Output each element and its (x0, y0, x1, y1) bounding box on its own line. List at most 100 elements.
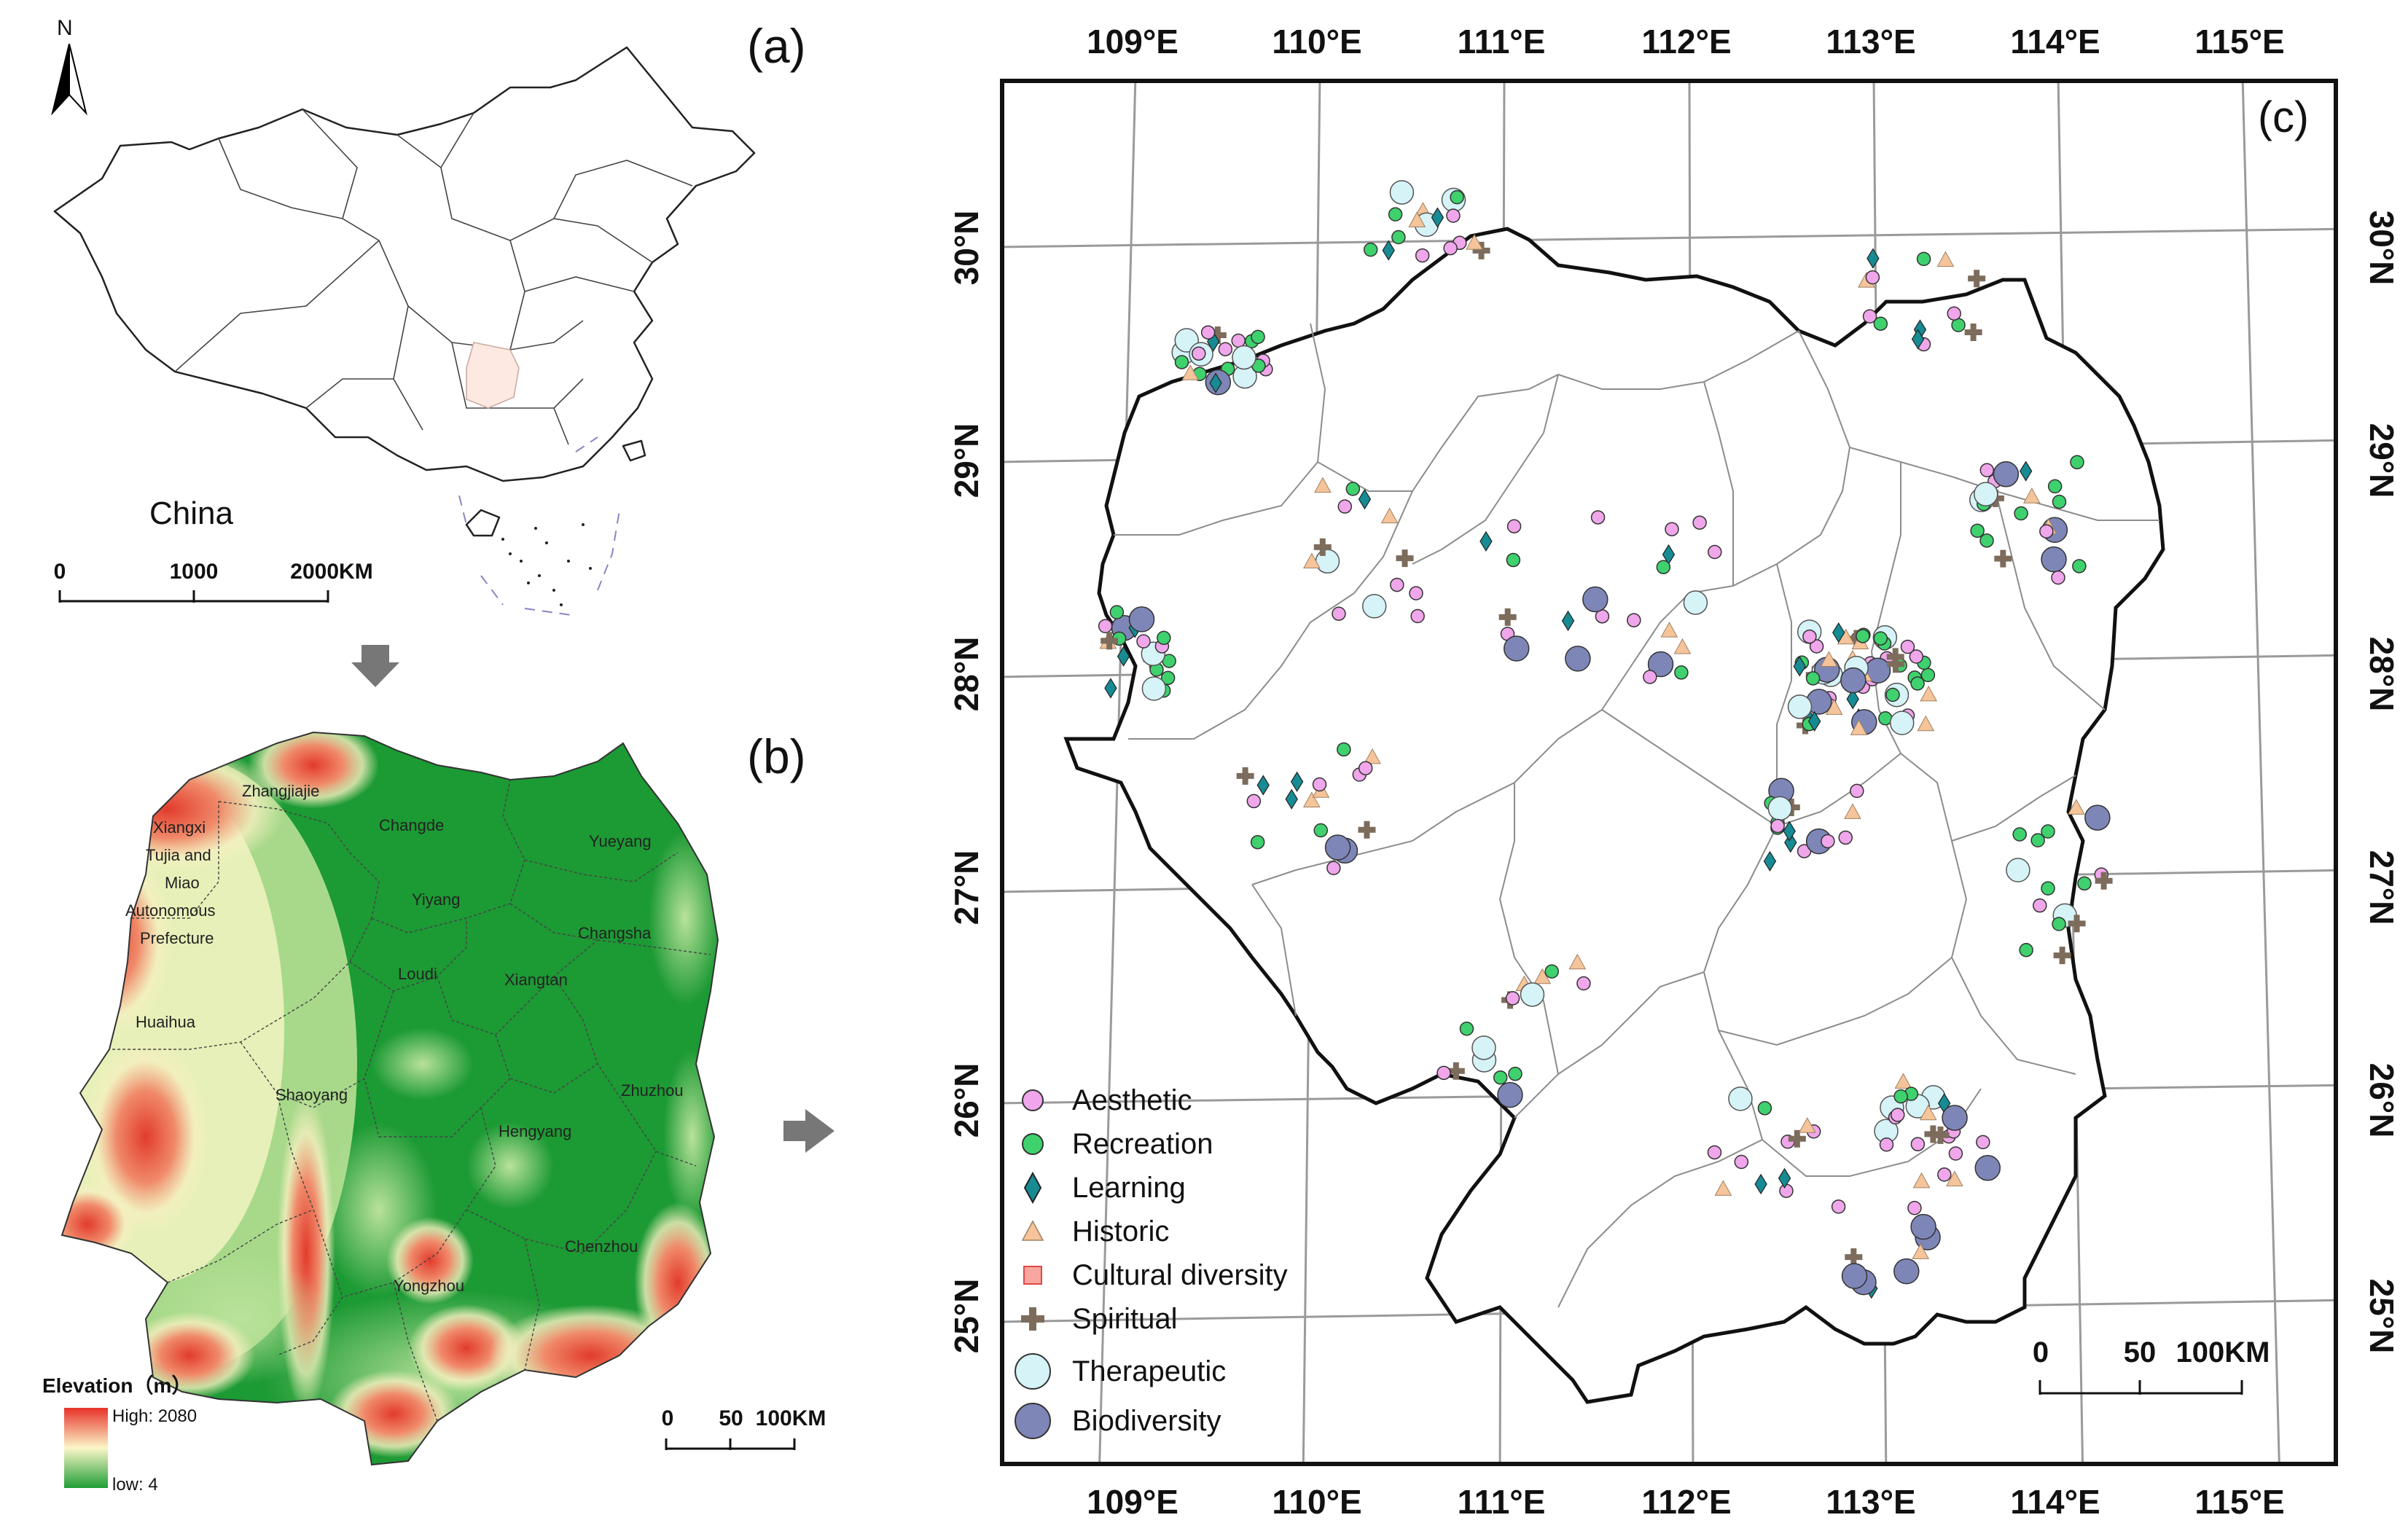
bottom-lon-label-109: 109°E (1087, 1483, 1178, 1521)
right-arrow-icon (783, 1109, 834, 1153)
ces-point-marker (1497, 1081, 1523, 1108)
ces-point-marker (1380, 507, 1399, 524)
ces-point-marker (1141, 676, 1167, 701)
ces-point-marker (1979, 463, 1995, 478)
ces-point-marker (1109, 605, 1125, 619)
ces-point-marker (1358, 488, 1372, 510)
ces-point-marker (1390, 577, 1404, 592)
ces-point-marker (2053, 947, 2071, 965)
ces-point-marker (2095, 872, 2113, 890)
ces-point-marker (1506, 519, 1522, 533)
ces-point-marker (1838, 830, 1853, 845)
ces-point-marker (1232, 345, 1256, 370)
ces-point-marker (1643, 670, 1657, 684)
ces-point-marker (1303, 552, 1321, 569)
ces-point-marker (1924, 1125, 1942, 1143)
label-loudi: Loudi (398, 965, 437, 983)
bottom-lon-label-113: 113°E (1826, 1483, 1916, 1521)
ces-point-marker (1778, 1167, 1791, 1189)
ces-point-marker (1192, 346, 1206, 361)
ces-point-marker (2006, 858, 2030, 882)
ces-point-marker (1101, 632, 1119, 650)
hunan-elevation-map (60, 731, 719, 1466)
ces-point-marker (1391, 230, 1406, 245)
ces-point-marker (1979, 533, 1994, 548)
ces-point-marker (2051, 570, 2065, 585)
ces-point-marker (2070, 455, 2084, 470)
scale-a-tick-2: 2000KM (290, 560, 373, 584)
ces-point-marker (1832, 622, 1845, 643)
ces-point-marker (1910, 1137, 1926, 1151)
scale-bar-a (58, 590, 329, 603)
ces-point-marker (1707, 1145, 1722, 1160)
ces-point-marker (1231, 333, 1246, 348)
ces-point-marker (1174, 355, 1189, 369)
panel-c-letter: (c) (2258, 93, 2309, 141)
ces-point-marker (1337, 499, 1353, 514)
recreation-circle-icon (1022, 1133, 1044, 1155)
ces-point-marker (1506, 552, 1521, 568)
ces-point-marker (1459, 1022, 1474, 1036)
ces-point-marker (1409, 586, 1423, 600)
legend-item-aesthetic: Aesthetic (1011, 1078, 1192, 1122)
ces-point-marker (2068, 799, 2085, 815)
ces-point-marker (1446, 208, 1461, 223)
ces-point-marker (1714, 1180, 1732, 1196)
ces-point-marker (1363, 242, 1378, 257)
label-changde: Changde (379, 816, 445, 834)
ces-point-marker (1665, 522, 1679, 536)
ces-point-marker (1865, 270, 1880, 285)
ces-point-marker (1805, 671, 1821, 686)
ces-point-marker (1443, 240, 1458, 256)
legend-label-cultural-diversity: Cultural diversity (1072, 1258, 1288, 1291)
ces-point-marker (1358, 821, 1376, 839)
ces-point-marker (1246, 794, 1262, 809)
ces-point-marker (1920, 685, 1938, 702)
learning-diamond-icon (1023, 1171, 1042, 1205)
ces-point-marker (1582, 586, 1608, 613)
ces-point-marker (1942, 1105, 1968, 1131)
ces-point-marker (1520, 982, 1545, 1007)
legend-item-historic: Historic (1011, 1210, 1169, 1253)
top-lon-label-109: 109°E (1087, 23, 1178, 60)
ces-point-marker (1866, 248, 1880, 269)
ces-point-marker (1917, 715, 1935, 732)
left-lat-label-27: 27°N (947, 850, 985, 925)
right-lat-label-25: 25°N (2363, 1278, 2401, 1354)
ces-point-marker (1891, 1108, 1905, 1122)
scale-bar-c (2038, 1380, 2243, 1395)
label-zhangjiajie: Zhangjiajie (242, 782, 320, 800)
ces-point-marker (1250, 834, 1265, 850)
ces-point-marker (2047, 479, 2063, 494)
ces-point-marker (1251, 329, 1265, 345)
ces-point-marker (1912, 1172, 1931, 1188)
therapeutic-circle-icon (1015, 1353, 1051, 1390)
ces-point-marker (1200, 325, 1216, 340)
ces-point-marker (1388, 207, 1403, 222)
ces-point-marker (1793, 656, 1806, 677)
aesthetic-circle-icon (1022, 1089, 1044, 1111)
ces-point-marker (1907, 1200, 1922, 1215)
ces-point-marker (1993, 461, 2020, 487)
ces-point-marker (1809, 639, 1824, 654)
right-lat-label-27: 27°N (2363, 850, 2401, 925)
legend-label-learning: Learning (1072, 1171, 1186, 1204)
ces-point-marker (1479, 530, 1493, 552)
left-lat-label-30: 30°N (947, 210, 985, 286)
left-lat-label-28: 28°N (947, 636, 985, 712)
legend-label-aesthetic: Aesthetic (1072, 1084, 1192, 1116)
ces-point-marker (1104, 678, 1117, 699)
ces-point-marker (2072, 559, 2087, 573)
ces-point-marker (1889, 710, 1915, 735)
ces-point-marker (1844, 803, 1861, 819)
ces-point-marker (1471, 1035, 1496, 1060)
ces-point-marker (1345, 482, 1361, 496)
ces-point-marker (1683, 590, 1708, 615)
ces-point-marker (1181, 364, 1200, 380)
ces-point-marker (1290, 771, 1304, 792)
ces-point-marker (1576, 976, 1591, 991)
ces-point-marker (1937, 1167, 1952, 1182)
ces-point-marker (1840, 667, 1866, 694)
label-yueyang: Yueyang (589, 832, 652, 850)
top-lon-label-114: 114°E (2010, 23, 2100, 60)
